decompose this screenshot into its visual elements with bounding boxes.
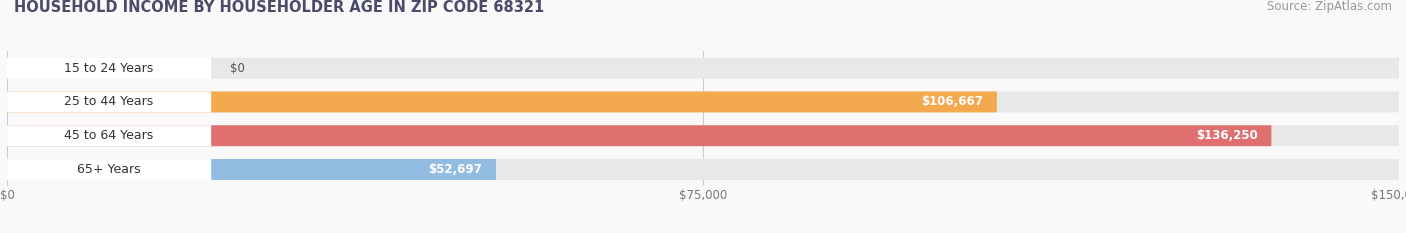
FancyBboxPatch shape bbox=[7, 125, 1271, 146]
FancyBboxPatch shape bbox=[7, 159, 496, 180]
FancyBboxPatch shape bbox=[7, 92, 1399, 112]
FancyBboxPatch shape bbox=[7, 159, 211, 180]
Text: $106,667: $106,667 bbox=[921, 96, 983, 108]
Text: 45 to 64 Years: 45 to 64 Years bbox=[65, 129, 153, 142]
Text: Source: ZipAtlas.com: Source: ZipAtlas.com bbox=[1267, 0, 1392, 13]
Text: 25 to 44 Years: 25 to 44 Years bbox=[65, 96, 153, 108]
FancyBboxPatch shape bbox=[7, 92, 211, 112]
FancyBboxPatch shape bbox=[7, 125, 211, 146]
FancyBboxPatch shape bbox=[7, 159, 1399, 180]
FancyBboxPatch shape bbox=[7, 125, 1399, 146]
FancyBboxPatch shape bbox=[7, 58, 211, 79]
FancyBboxPatch shape bbox=[7, 92, 997, 112]
FancyBboxPatch shape bbox=[7, 58, 1399, 79]
Text: $0: $0 bbox=[229, 62, 245, 75]
Text: $136,250: $136,250 bbox=[1195, 129, 1257, 142]
Text: HOUSEHOLD INCOME BY HOUSEHOLDER AGE IN ZIP CODE 68321: HOUSEHOLD INCOME BY HOUSEHOLDER AGE IN Z… bbox=[14, 0, 544, 15]
Text: 65+ Years: 65+ Years bbox=[77, 163, 141, 176]
Text: $52,697: $52,697 bbox=[429, 163, 482, 176]
Text: 15 to 24 Years: 15 to 24 Years bbox=[65, 62, 153, 75]
